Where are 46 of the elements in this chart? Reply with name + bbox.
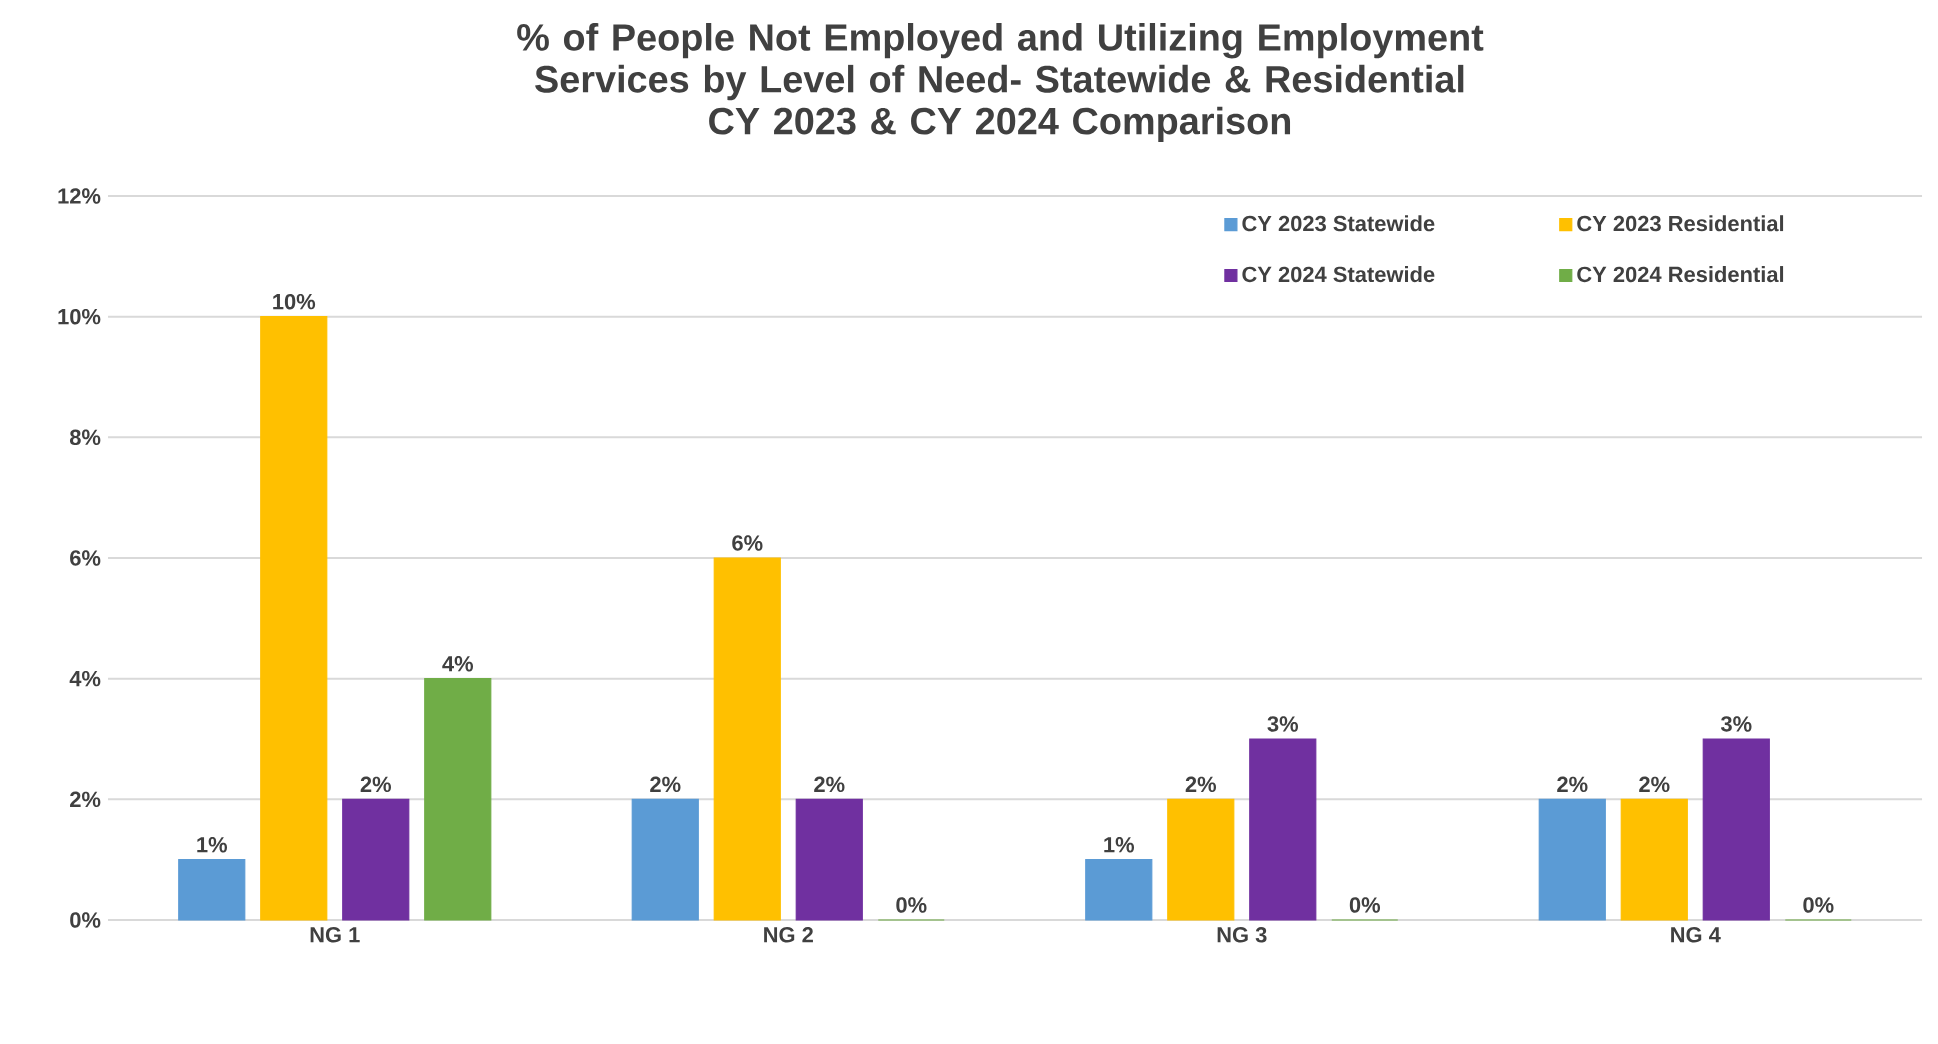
- y-tick-label: 8%: [69, 429, 101, 446]
- data-label: 6%: [732, 535, 763, 551]
- y-tick-label: 2%: [70, 791, 101, 808]
- data-label: 2%: [1185, 776, 1217, 793]
- y-tick-label: 0%: [70, 912, 101, 928]
- data-label: 0%: [896, 897, 927, 913]
- chart-title: % of People Not Employed and Utilizing Employment Services by Level of Need- Statewide & Residential: [517, 23, 1484, 101]
- bar: [713, 557, 781, 921]
- legend-label: CY 2023 Statewide: [1242, 215, 1435, 232]
- data-label: 2%: [1639, 776, 1670, 793]
- data-label: 1%: [197, 836, 228, 853]
- x-tick-label: NG 3: [1217, 927, 1267, 943]
- data-label: 2%: [814, 776, 845, 793]
- legend-label: CY 2024 Residential: [1577, 266, 1784, 283]
- data-label: 0%: [1803, 897, 1834, 913]
- x-tick-label: NG 4: [1671, 927, 1721, 943]
- bar: [1085, 859, 1153, 921]
- y-tick-label: 12%: [58, 188, 101, 204]
- bar: [1538, 798, 1606, 921]
- bar: [1167, 798, 1235, 921]
- bar: [631, 798, 699, 921]
- bar: [1620, 798, 1688, 921]
- y-tick-label: 6%: [70, 550, 101, 566]
- data-label: 1%: [1104, 836, 1135, 853]
- bar: [1702, 738, 1770, 921]
- x-tick-label: NG 1: [310, 927, 360, 943]
- chart-subtitle: CY 2023 & CY 2024 Comparison: [709, 106, 1291, 142]
- legend-label: CY 2023 Residential: [1577, 215, 1784, 232]
- data-label: 0%: [1349, 897, 1381, 913]
- data-label: 4%: [442, 655, 474, 672]
- x-tick-label: NG 2: [764, 927, 813, 943]
- bar: [342, 798, 410, 921]
- bar: [424, 678, 492, 921]
- bar: [1249, 738, 1317, 921]
- data-label: 3%: [1267, 716, 1299, 732]
- data-label: 3%: [1720, 716, 1752, 732]
- data-label: 10%: [273, 293, 316, 310]
- y-tick-label: 10%: [58, 308, 101, 325]
- y-tick-label: 4%: [69, 670, 101, 687]
- data-label: 2%: [650, 776, 681, 793]
- legend-label: CY 2024 Statewide: [1242, 266, 1435, 283]
- data-label: 2%: [360, 776, 392, 793]
- data-label: 2%: [1557, 776, 1588, 793]
- bar: [178, 859, 246, 921]
- bar: [260, 316, 328, 921]
- bar: [795, 798, 863, 921]
